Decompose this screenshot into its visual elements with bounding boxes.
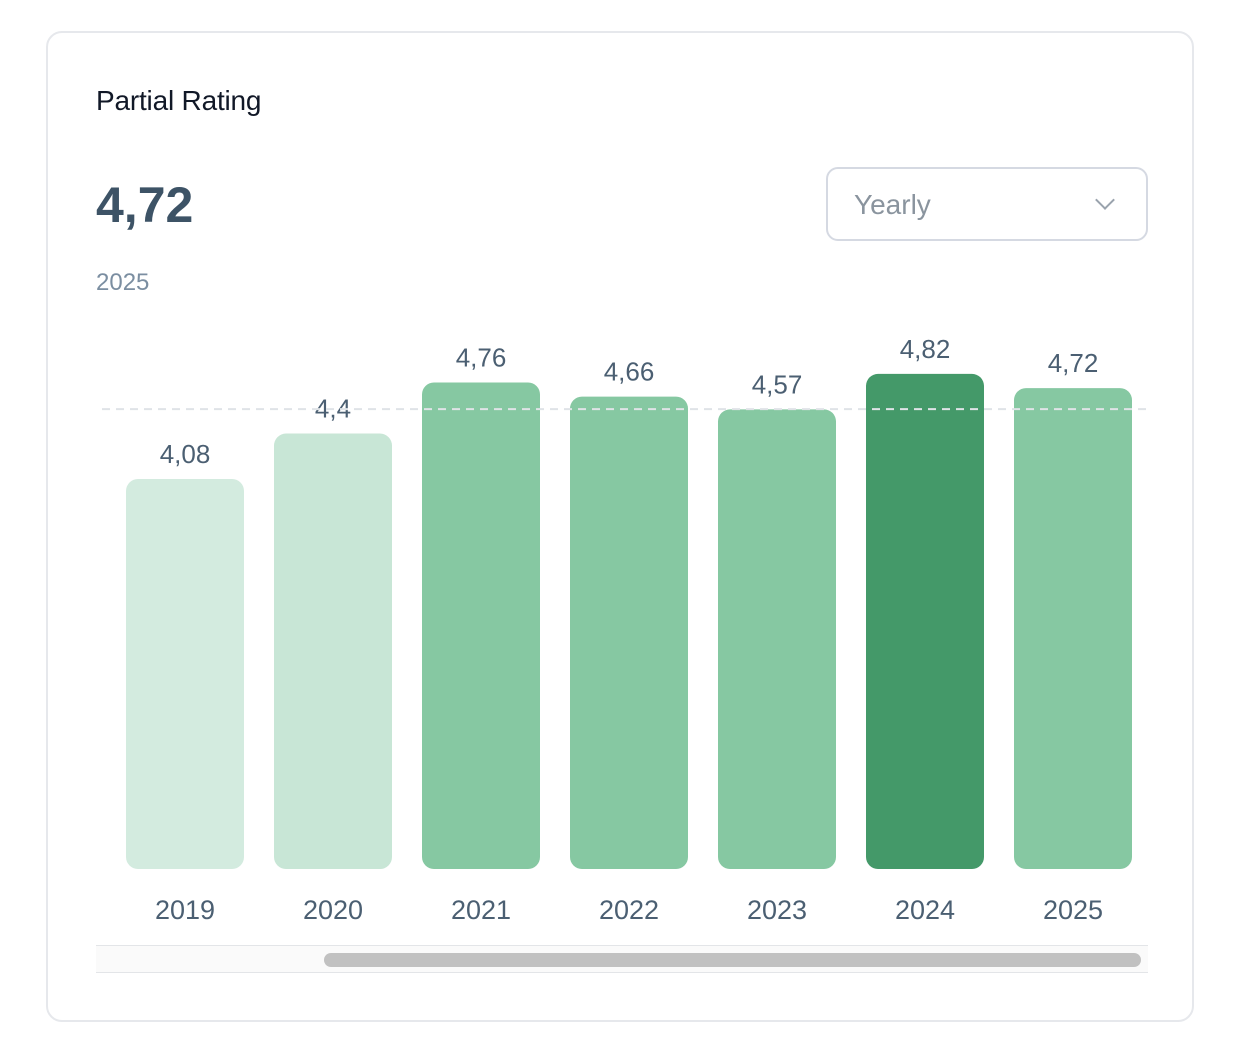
chart-scrollbar-thumb[interactable] bbox=[324, 953, 1141, 967]
bar-2022[interactable] bbox=[570, 396, 688, 869]
bar-2020[interactable] bbox=[274, 433, 392, 869]
x-tick-label-2022: 2022 bbox=[599, 895, 659, 925]
bar-2025[interactable] bbox=[1014, 388, 1132, 869]
bar-2023[interactable] bbox=[718, 409, 836, 869]
chart-scrollbar[interactable] bbox=[96, 945, 1148, 973]
current-period-label: 2025 bbox=[96, 269, 150, 296]
bar-2024[interactable] bbox=[866, 373, 984, 869]
x-tick-label-2021: 2021 bbox=[451, 895, 511, 925]
x-tick-label-2019: 2019 bbox=[155, 895, 215, 925]
data-label-2025: 4,72 bbox=[1048, 348, 1099, 378]
period-select-value: Yearly bbox=[854, 189, 931, 220]
rating-bar-chart: 4,0820194,420204,7620214,6620224,5720234… bbox=[102, 334, 1148, 925]
data-label-2024: 4,82 bbox=[900, 334, 951, 364]
bar-2021[interactable] bbox=[422, 382, 540, 869]
x-tick-label-2024: 2024 bbox=[895, 895, 955, 925]
x-tick-label-2025: 2025 bbox=[1043, 895, 1103, 925]
partial-rating-card: Partial Rating 4,72 2025 Yearly 4,08 2019… bbox=[46, 31, 1194, 1022]
data-label-2019: 4,08 bbox=[160, 439, 211, 469]
data-label-2022: 4,66 bbox=[604, 357, 655, 387]
data-label-2021: 4,76 bbox=[456, 342, 507, 372]
card-title: Partial Rating bbox=[96, 85, 262, 116]
bar-2019[interactable] bbox=[126, 479, 244, 869]
period-select[interactable]: Yearly bbox=[826, 167, 1148, 241]
x-tick-label-2020: 2020 bbox=[303, 895, 363, 925]
x-tick-label-2023: 2023 bbox=[747, 895, 807, 925]
current-rating-value: 4,72 bbox=[96, 177, 194, 233]
data-label-2023: 4,57 bbox=[752, 369, 803, 399]
